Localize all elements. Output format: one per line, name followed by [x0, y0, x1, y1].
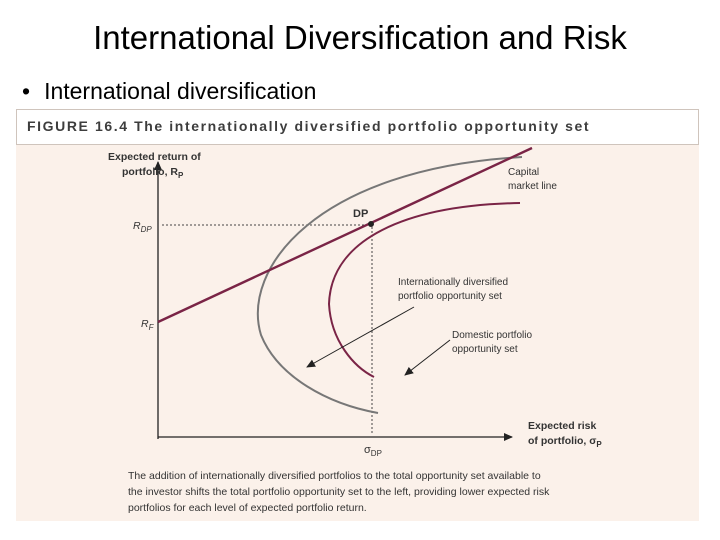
x-axis-label-line2: of portfolio, σP	[528, 435, 602, 449]
opportunity-set-diagram: DP Expected return of portfolio, RP RDP …	[108, 146, 602, 458]
x-axis-label-line1: Expected risk	[528, 420, 596, 432]
domestic-set-label-line2: opportunity set	[452, 344, 518, 355]
figure-header: FIGURE 16.4 The internationally diversif…	[16, 109, 699, 145]
dp-point-label: DP	[353, 208, 368, 220]
y-axis-label-line2: portfolio, RP	[122, 166, 184, 180]
slide-title: International Diversification and Risk	[93, 19, 627, 56]
domestic-set-pointer-arrow	[404, 339, 451, 376]
sigma-dp-label: σDP	[364, 444, 382, 458]
cml-label-line2: market line	[508, 181, 557, 192]
bullet-dot-icon: •	[22, 78, 31, 104]
cml-label-line1: Capital	[508, 167, 539, 178]
figure-panel: FIGURE 16.4 The internationally diversif…	[16, 109, 699, 521]
domestic-set-label-line1: Domestic portfolio	[452, 330, 532, 341]
dp-point	[368, 221, 374, 227]
bullet-text: International diversification	[44, 78, 317, 104]
figure-header-text: FIGURE 16.4 The internationally diversif…	[27, 118, 591, 134]
caption-line-1: The addition of internationally diversif…	[128, 470, 541, 482]
rdp-label: RDP	[133, 220, 152, 234]
caption-line-2: the investor shifts the total portfolio …	[128, 486, 550, 498]
caption-line-3: portfolios for each level of expected po…	[128, 502, 367, 514]
capital-market-line	[157, 146, 533, 324]
intl-set-pointer-arrow	[306, 306, 415, 368]
rf-label: RF	[141, 318, 155, 332]
international-opportunity-set-curve	[256, 156, 523, 414]
intl-set-label-line1: Internationally diversified	[398, 277, 508, 288]
domestic-opportunity-set-curve	[327, 202, 521, 378]
y-axis-label-line1: Expected return of	[108, 151, 201, 163]
bullet-item: • International diversification	[22, 76, 316, 106]
intl-set-label-line2: portfolio opportunity set	[398, 291, 502, 302]
figure-caption: The addition of internationally diversif…	[128, 468, 688, 516]
